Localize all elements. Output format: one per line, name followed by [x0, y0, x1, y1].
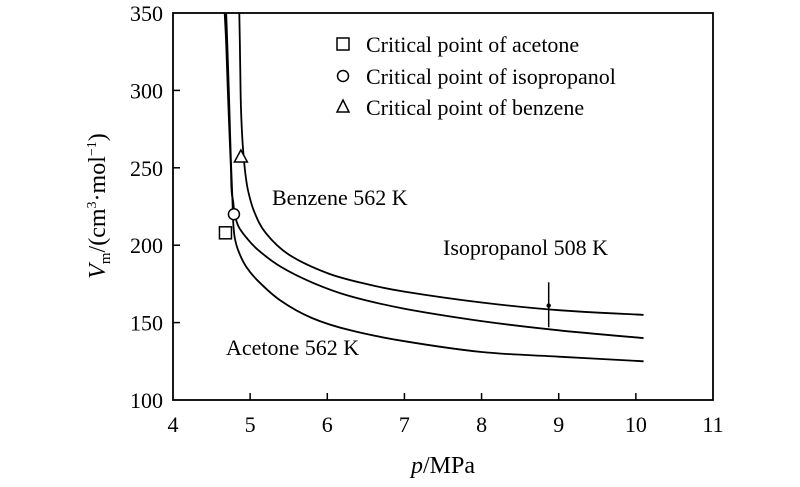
critical-point-acetone — [218, 226, 233, 240]
y-axis-ticks: 100 150 200 250 300 350 — [130, 1, 180, 413]
y-axis-label: Vm/(cm3·mol−1) — [85, 133, 114, 279]
legend-entry-benzene: Critical point of benzene — [366, 95, 584, 120]
y-tick-label: 200 — [130, 233, 163, 258]
plot-frame — [172, 12, 714, 401]
curve-label-isopropanol: Isopropanol 508 K — [443, 235, 608, 260]
y-tick-label: 100 — [130, 388, 163, 413]
curve-label-acetone: Acetone 562 K — [226, 335, 359, 360]
curve-isopropanol — [223, 12, 644, 339]
curve-label-benzene: Benzene 562 K — [272, 185, 408, 210]
y-tick-label: 150 — [130, 311, 163, 336]
legend: Critical point of acetone Critical point… — [335, 32, 616, 120]
critical-point-benzene — [233, 148, 249, 163]
x-tick-label: 7 — [399, 412, 410, 437]
x-tick-label: 8 — [476, 412, 487, 437]
y-tick-label: 300 — [130, 78, 163, 103]
legend-triangle-marker — [335, 98, 351, 113]
y-tick-label: 250 — [130, 156, 163, 181]
x-tick-label: 4 — [168, 412, 179, 437]
critical-point-isopropanol — [227, 207, 241, 221]
x-axis-label: p/MPa — [409, 453, 475, 479]
x-tick-label: 9 — [553, 412, 564, 437]
legend-entry-isopropanol: Critical point of isopropanol — [366, 64, 616, 89]
x-tick-label: 6 — [322, 412, 333, 437]
x-tick-label: 10 — [625, 412, 647, 437]
isopropanol-annotation-dot — [546, 303, 551, 308]
x-tick-label: 11 — [702, 412, 723, 437]
critical-point-markers — [218, 148, 249, 240]
legend-entry-acetone: Critical point of acetone — [366, 32, 579, 57]
y-tick-label: 350 — [130, 1, 163, 26]
legend-square-marker — [336, 37, 350, 51]
legend-circle-marker — [336, 69, 350, 83]
curves — [223, 12, 644, 363]
x-axis-ticks: 4 5 6 7 8 9 10 11 — [168, 393, 724, 437]
curve-acetone — [225, 12, 644, 363]
curve-benzene — [238, 12, 644, 316]
x-tick-label: 5 — [245, 412, 256, 437]
